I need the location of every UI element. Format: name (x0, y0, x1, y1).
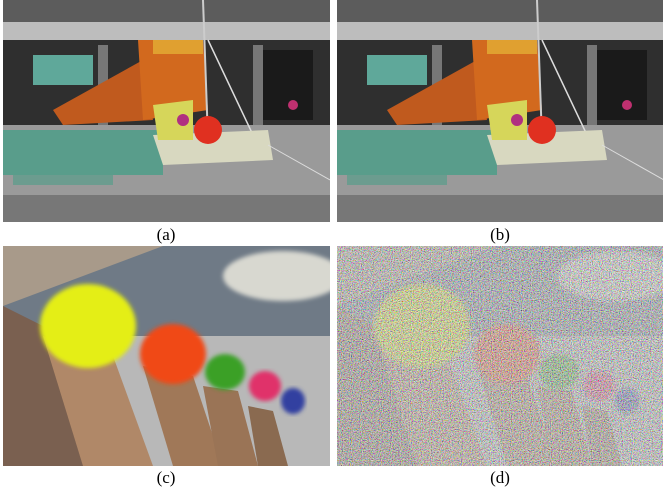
image-b (337, 0, 663, 222)
image-d (337, 246, 663, 466)
caption: (b) (490, 225, 510, 244)
image-c (3, 246, 343, 466)
image-a (3, 0, 330, 222)
caption: (a) (157, 225, 176, 244)
caption: (c) (157, 468, 176, 487)
caption: (d) (490, 468, 510, 487)
